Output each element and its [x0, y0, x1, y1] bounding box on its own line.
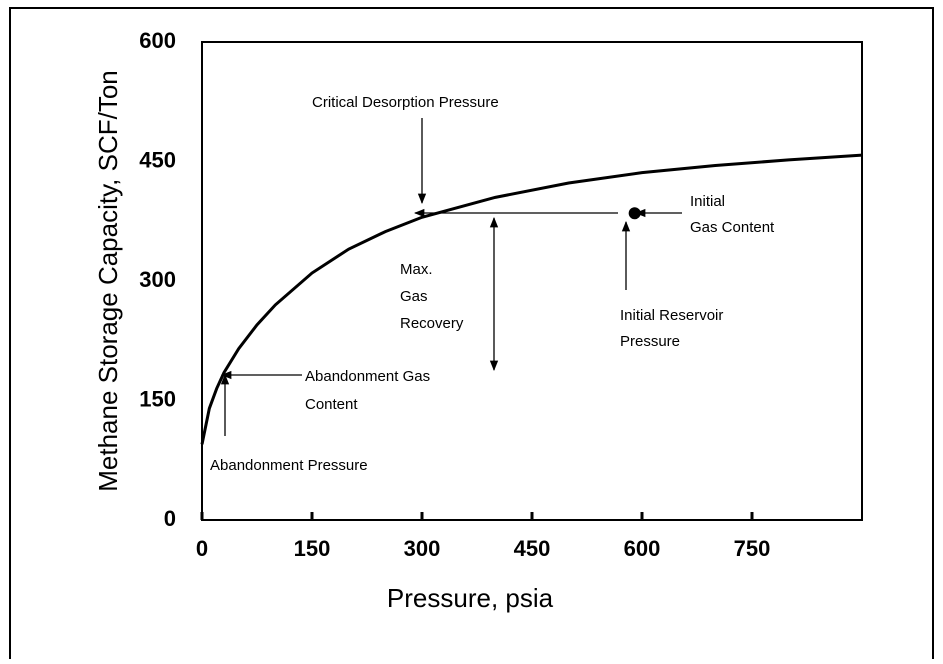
isotherm-curve: [200, 153, 863, 445]
annotation: Pressure: [620, 333, 680, 350]
annotation: Max.: [400, 261, 433, 278]
x-tick-label: 300: [404, 536, 441, 561]
annotation: Abandonment Pressure: [210, 457, 368, 474]
annotation: Gas: [400, 288, 428, 305]
annotation: Initial Reservoir: [620, 307, 723, 324]
y-tick-label: 150: [139, 386, 176, 411]
x-tick-label: 0: [196, 536, 208, 561]
x-axis-label: Pressure, psia: [387, 583, 554, 613]
annotation: Gas Content: [690, 219, 775, 236]
x-tick-label: 750: [734, 536, 771, 561]
annotation: Recovery: [400, 315, 464, 332]
y-tick-label: 600: [139, 28, 176, 53]
annotation: Initial: [690, 193, 725, 210]
y-tick-label: 0: [164, 506, 176, 531]
x-tick-label: 150: [294, 536, 331, 561]
y-tick-label: 450: [139, 147, 176, 172]
annotation: Critical Desorption Pressure: [312, 94, 499, 111]
annotation: Abandonment Gas: [305, 368, 430, 385]
y-tick-label: 300: [139, 267, 176, 292]
x-tick-label: 450: [514, 536, 551, 561]
x-tick-label: 600: [624, 536, 661, 561]
y-axis-label: Methane Storage Capacity, SCF/Ton: [93, 70, 123, 492]
outer-border: [9, 7, 934, 664]
annotation: Content: [305, 396, 358, 413]
